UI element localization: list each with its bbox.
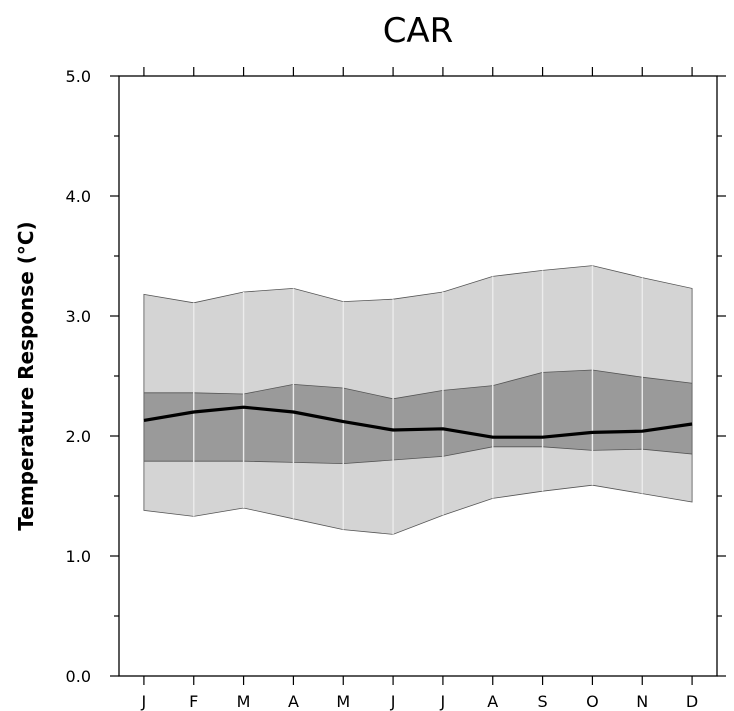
- axis-ticks: [110, 67, 726, 685]
- x-tick-label: M: [237, 692, 251, 711]
- x-tick-label: F: [189, 692, 198, 711]
- band-vertical-lines: [193, 265, 643, 535]
- y-tick-label: 5.0: [66, 67, 91, 86]
- x-tick-label: J: [390, 692, 396, 711]
- x-tick-label: O: [586, 692, 599, 711]
- y-axis-label: Temperature Response (°C): [14, 221, 38, 530]
- y-tick-label: 2.0: [66, 427, 91, 446]
- series-line: [143, 405, 693, 439]
- series-layer: [143, 405, 693, 439]
- x-tick-label: A: [288, 692, 299, 711]
- y-tick-label: 3.0: [66, 307, 91, 326]
- y-tick-label: 1.0: [66, 547, 91, 566]
- x-tick-label: J: [440, 692, 446, 711]
- x-tick-label: J: [141, 692, 147, 711]
- bands: [143, 265, 693, 535]
- y-tick-label: 4.0: [66, 187, 91, 206]
- x-tick-label: N: [636, 692, 648, 711]
- x-tick-label: A: [487, 692, 498, 711]
- chart-title: CAR: [383, 11, 454, 51]
- x-tick-label: M: [336, 692, 350, 711]
- x-tick-label: S: [538, 692, 548, 711]
- y-tick-label: 0.0: [66, 667, 91, 686]
- x-tick-label: D: [686, 692, 698, 711]
- y-tick-labels: 0.0 1.0 2.0 3.0 4.0 5.0: [66, 67, 91, 686]
